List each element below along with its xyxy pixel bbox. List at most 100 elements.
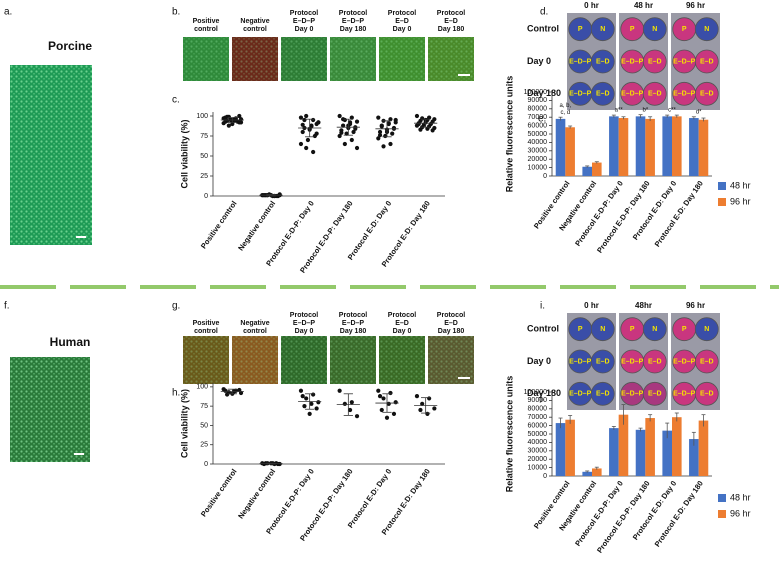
image-caption: E–D bbox=[395, 18, 409, 25]
data-point bbox=[225, 392, 229, 396]
y-axis-label: Cell viability (%) bbox=[179, 119, 189, 188]
data-point bbox=[427, 396, 431, 400]
bar bbox=[592, 163, 602, 176]
data-point bbox=[302, 118, 306, 122]
data-point bbox=[225, 115, 229, 119]
data-point bbox=[415, 394, 419, 398]
y-tick-label: 50 bbox=[200, 153, 208, 160]
x-tick-label: Protocol E-D-P: Day 180 bbox=[595, 479, 652, 554]
legend-swatch bbox=[718, 182, 726, 190]
image-caption: Protocol bbox=[388, 312, 416, 319]
image-caption: Protocol bbox=[388, 10, 416, 17]
x-tick-label: Protocol E-D: Day 0 bbox=[346, 467, 394, 530]
x-tick-label: Protocol E-D-P: Day 180 bbox=[595, 179, 652, 254]
panel-label: d. bbox=[540, 7, 548, 18]
y-tick-label: 0 bbox=[204, 193, 208, 200]
bar bbox=[699, 421, 709, 476]
x-tick-label: Protocol E-D-P: Day 0 bbox=[573, 479, 625, 548]
y-tick-label: 10000 bbox=[528, 164, 548, 171]
bar bbox=[582, 167, 592, 176]
data-point bbox=[355, 414, 359, 418]
well-label: P bbox=[682, 326, 687, 333]
annotation: a, b, bbox=[559, 103, 571, 109]
data-point bbox=[302, 404, 306, 408]
data-point bbox=[432, 406, 436, 410]
y-tick-label: 0 bbox=[543, 173, 547, 180]
y-axis-label: Relative fluorescence units bbox=[504, 376, 514, 493]
strip-texture bbox=[232, 37, 278, 81]
x-tick-label: Negative control bbox=[236, 467, 277, 520]
image-caption: Day 180 bbox=[438, 26, 465, 33]
well-label: E–D–P bbox=[673, 91, 696, 98]
strip-texture bbox=[281, 336, 327, 384]
bar bbox=[645, 418, 655, 476]
legend-label: 96 hr bbox=[730, 196, 751, 206]
image-caption: Negative bbox=[240, 18, 269, 25]
panel-label: f. bbox=[4, 301, 10, 312]
data-point bbox=[355, 120, 359, 124]
panel-label: i. bbox=[540, 301, 545, 312]
data-point bbox=[301, 130, 305, 134]
bar bbox=[636, 430, 646, 476]
data-point bbox=[390, 132, 394, 136]
data-point bbox=[385, 416, 389, 420]
well-label: E–D–P bbox=[569, 91, 592, 98]
panel-label: c. bbox=[172, 95, 180, 106]
y-axis-label: Relative fluorescence units bbox=[504, 76, 514, 193]
x-tick-label: Protocol E-D: Day 0 bbox=[346, 199, 394, 262]
well-label: P bbox=[630, 26, 635, 33]
well-label: E–D bbox=[700, 58, 714, 65]
panel-label: b. bbox=[172, 7, 180, 18]
well-label: E–D–P bbox=[673, 358, 696, 365]
image-caption: E–D bbox=[444, 18, 458, 25]
data-point bbox=[276, 194, 280, 198]
legend-label: 48 hr bbox=[730, 180, 751, 190]
y-tick-label: 80000 bbox=[528, 106, 548, 113]
well-label: E–D–P bbox=[569, 358, 592, 365]
data-point bbox=[316, 400, 320, 404]
tissue-texture bbox=[10, 65, 92, 245]
legend-label: 48 hr bbox=[730, 492, 751, 502]
data-point bbox=[350, 138, 354, 142]
image-caption: Day 180 bbox=[340, 328, 367, 335]
bar bbox=[672, 116, 682, 176]
y-tick-label: 60000 bbox=[528, 122, 548, 129]
panel-label: g. bbox=[172, 301, 180, 312]
strip-texture bbox=[183, 336, 229, 384]
y-tick-label: 80000 bbox=[528, 406, 548, 413]
image-caption: E–D–P bbox=[342, 320, 365, 327]
y-tick-label: 0 bbox=[543, 473, 547, 480]
well-label: E–D bbox=[596, 58, 610, 65]
data-point bbox=[237, 120, 241, 124]
well-label: E–D–P bbox=[621, 91, 644, 98]
bar bbox=[662, 116, 672, 176]
annotation: c** bbox=[668, 108, 676, 114]
data-point bbox=[311, 118, 315, 122]
y-tick-label: 50 bbox=[200, 422, 208, 429]
data-point bbox=[311, 392, 315, 396]
tissue-texture bbox=[10, 357, 90, 462]
well-label: N bbox=[704, 26, 709, 33]
image-caption: E–D–P bbox=[293, 320, 316, 327]
data-point bbox=[392, 412, 396, 416]
y-tick-label: 75 bbox=[200, 403, 208, 410]
row-label: Day 0 bbox=[527, 56, 551, 66]
y-tick-label: 25 bbox=[200, 173, 208, 180]
image-caption: control bbox=[243, 328, 267, 335]
image-caption: E–D–P bbox=[342, 18, 365, 25]
well-label: E–D bbox=[648, 358, 662, 365]
annotation: b* bbox=[642, 107, 648, 113]
legend-swatch bbox=[718, 510, 726, 518]
data-point bbox=[301, 394, 305, 398]
data-point bbox=[376, 116, 380, 120]
data-point bbox=[304, 396, 308, 400]
y-tick-label: 40000 bbox=[528, 139, 548, 146]
data-point bbox=[417, 122, 421, 126]
y-tick-label: 10000 bbox=[528, 464, 548, 471]
well-label: E–D–P bbox=[569, 391, 592, 398]
bar bbox=[672, 417, 682, 476]
y-tick-label: 70000 bbox=[528, 114, 548, 121]
y-tick-label: 70000 bbox=[528, 414, 548, 421]
image-caption: Day 0 bbox=[393, 26, 412, 33]
well-label: N bbox=[652, 326, 657, 333]
